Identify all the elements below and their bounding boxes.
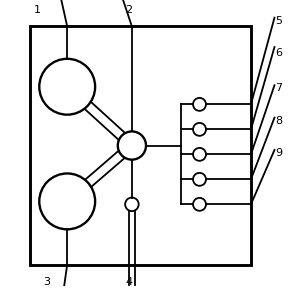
Text: 1: 1: [34, 5, 41, 15]
Text: 5: 5: [275, 16, 282, 26]
Text: 8: 8: [275, 116, 282, 126]
Text: 3: 3: [43, 277, 50, 287]
Bar: [31, 26, 251, 265]
Text: 7: 7: [275, 83, 282, 93]
Text: 4: 4: [125, 277, 133, 287]
Text: 9: 9: [275, 148, 282, 158]
Text: 2: 2: [125, 5, 133, 15]
Text: 6: 6: [275, 48, 282, 58]
